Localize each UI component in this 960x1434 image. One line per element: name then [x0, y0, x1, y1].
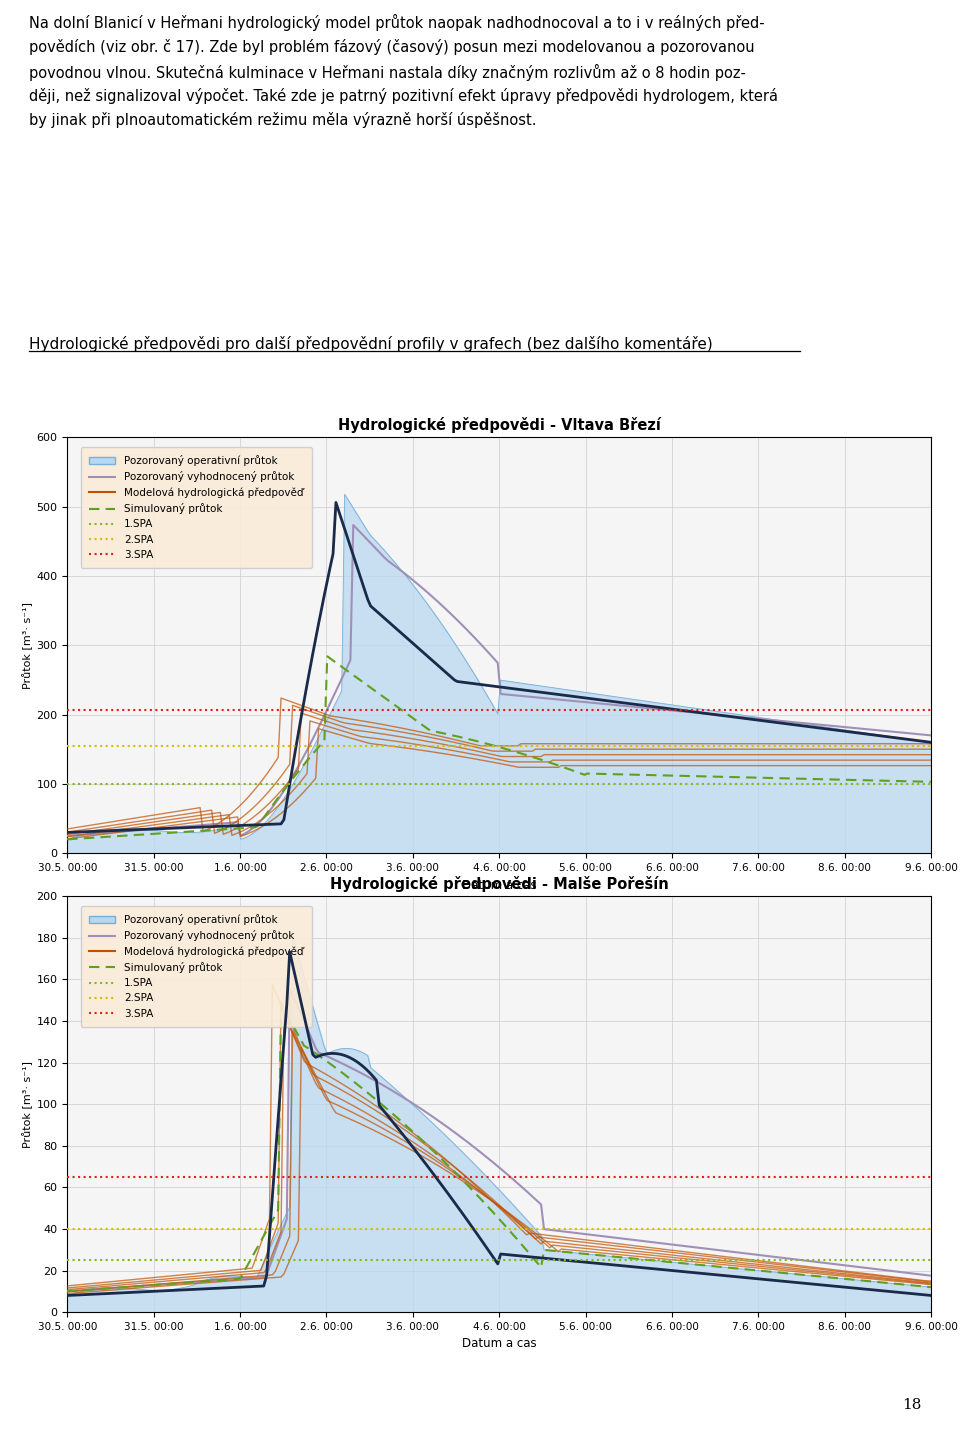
Text: 18: 18 [902, 1398, 922, 1412]
X-axis label: Datum a cas: Datum a cas [462, 879, 537, 892]
Y-axis label: Průtok [m³· s⁻¹]: Průtok [m³· s⁻¹] [23, 1061, 34, 1147]
X-axis label: Datum a cas: Datum a cas [462, 1338, 537, 1351]
Y-axis label: Průtok [m³· s⁻¹]: Průtok [m³· s⁻¹] [23, 602, 34, 688]
Title: Hydrologické předpovědi - Vltava Březí: Hydrologické předpovědi - Vltava Březí [338, 417, 660, 433]
Legend: Pozorovaný operativní průtok, Pozorovaný vyhodnocený průtok, Modelová hydrologic: Pozorovaný operativní průtok, Pozorovaný… [81, 447, 312, 568]
Text: Hydrologické předpovědi pro další předpovědní profily v grafech (bez dalšího kom: Hydrologické předpovědi pro další předpo… [29, 336, 712, 351]
Title: Hydrologické předpovědi - Malše Pořešín: Hydrologické předpovědi - Malše Pořešín [330, 876, 668, 892]
Text: Na dolní Blanicí v Heřmani hydrologický model průtok naopak nadhodnocoval a to i: Na dolní Blanicí v Heřmani hydrologický … [29, 14, 778, 128]
Legend: Pozorovaný operativní průtok, Pozorovaný vyhodnocený průtok, Modelová hydrologic: Pozorovaný operativní průtok, Pozorovaný… [81, 906, 312, 1027]
